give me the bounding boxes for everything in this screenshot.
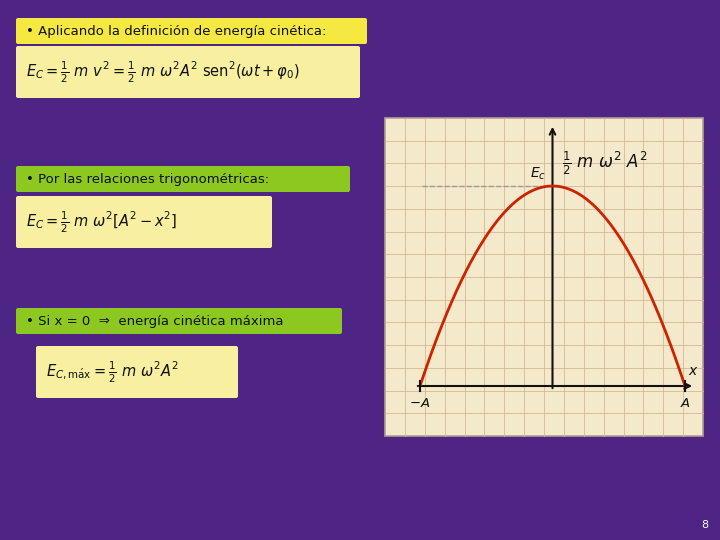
Text: $E_C = \frac{1}{2}\ m\ \omega^2\left[A^2 - x^2\right]$: $E_C = \frac{1}{2}\ m\ \omega^2\left[A^2… bbox=[26, 210, 177, 235]
Text: $E_{C,\mathrm{m\acute{a}x}} = \frac{1}{2}\ m\ \omega^2 A^2$: $E_{C,\mathrm{m\acute{a}x}} = \frac{1}{2… bbox=[46, 359, 179, 384]
Bar bbox=[385, 118, 703, 436]
Text: $-A$: $-A$ bbox=[410, 397, 431, 410]
FancyBboxPatch shape bbox=[16, 308, 342, 334]
FancyBboxPatch shape bbox=[16, 46, 360, 98]
Text: • Por las relaciones trigonométricas:: • Por las relaciones trigonométricas: bbox=[26, 172, 269, 186]
Text: $E_c$: $E_c$ bbox=[531, 166, 546, 182]
Text: $A$: $A$ bbox=[680, 397, 690, 410]
Text: • Si x = 0  ⇒  energía cinética máxima: • Si x = 0 ⇒ energía cinética máxima bbox=[26, 314, 284, 327]
Text: • Aplicando la definición de energía cinética:: • Aplicando la definición de energía cin… bbox=[26, 24, 326, 37]
Text: $x$: $x$ bbox=[688, 364, 699, 378]
FancyBboxPatch shape bbox=[16, 196, 272, 248]
Text: $E_C = \frac{1}{2}\ m\ v^2 = \frac{1}{2}\ m\ \omega^2 A^2\ \mathrm{sen}^2(\omega: $E_C = \frac{1}{2}\ m\ v^2 = \frac{1}{2}… bbox=[26, 59, 300, 85]
Text: $\frac{1}{2}\ m\ \omega^2\ A^2$: $\frac{1}{2}\ m\ \omega^2\ A^2$ bbox=[562, 150, 648, 178]
FancyBboxPatch shape bbox=[16, 166, 350, 192]
FancyBboxPatch shape bbox=[16, 18, 367, 44]
Text: 8: 8 bbox=[701, 520, 708, 530]
FancyBboxPatch shape bbox=[36, 346, 238, 398]
